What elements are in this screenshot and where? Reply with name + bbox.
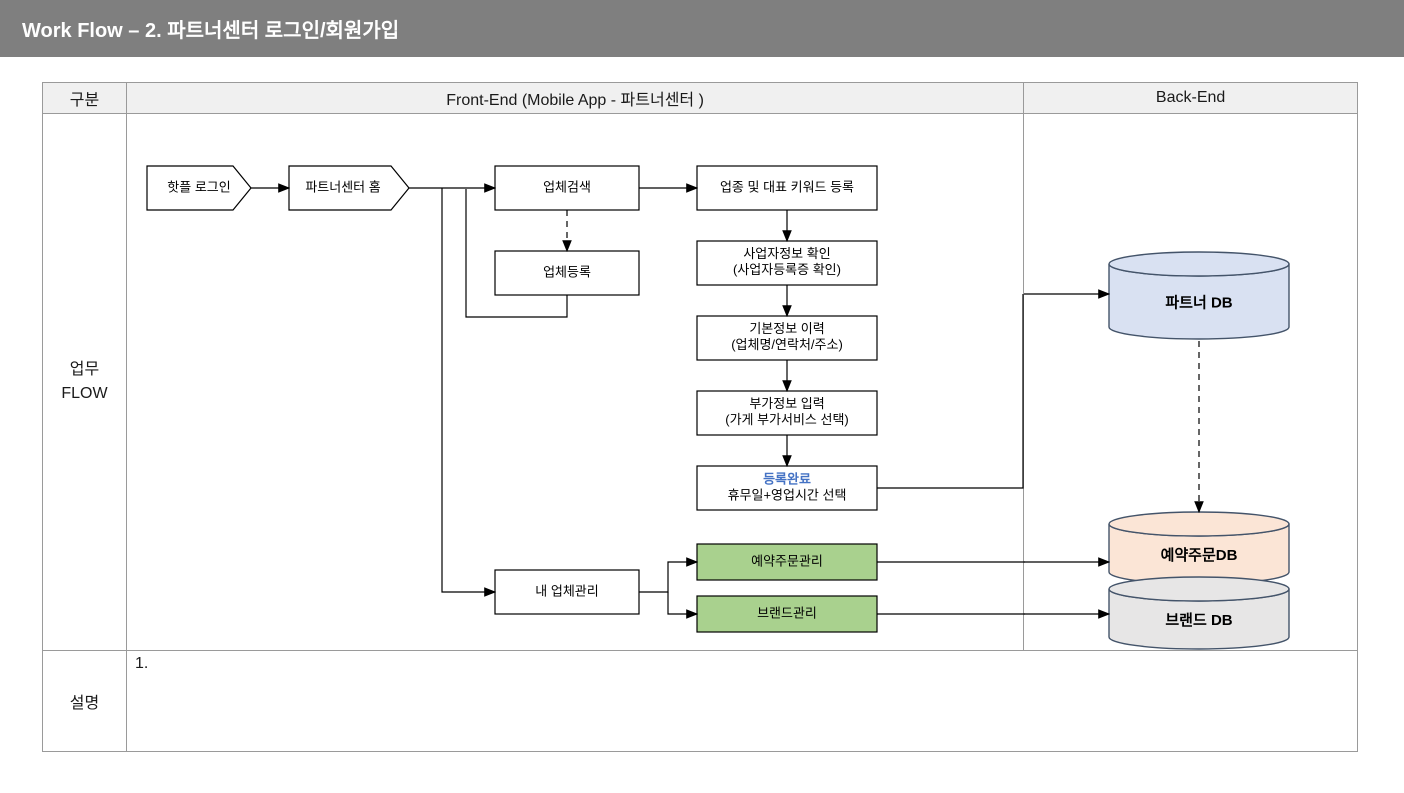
page-title: Work Flow – 2. 파트너센터 로그인/회원가입 (0, 0, 1404, 57)
svg-text:업체검색: 업체검색 (543, 179, 591, 194)
front-end-diagram-cell: 핫플 로그인 파트너센터 홈 업체검색업체등록 업종 및 대표 키워드 등록사업자정보… (126, 114, 1023, 651)
svg-text:브랜드관리: 브랜드관리 (757, 605, 817, 620)
desc-row-label: 설명 (43, 651, 127, 752)
svg-text:예약주문관리: 예약주문관리 (751, 553, 823, 568)
svg-text:업종 및 대표 키워드 등록: 업종 및 대표 키워드 등록 (720, 179, 854, 194)
svg-text:사업자정보 확인(사업자등록증 확인): 사업자정보 확인(사업자등록증 확인) (733, 246, 841, 277)
back-end-diagram: 파트너 DB 예약주문DB 브랜드 DB (1024, 114, 1357, 650)
svg-text:등록완료: 등록완료 (763, 471, 811, 486)
svg-text:파트너센터 홈: 파트너센터 홈 (305, 179, 380, 194)
table-header-row: 구분 Front-End (Mobile App - 파트너센터 ) Back-… (43, 83, 1358, 114)
front-end-diagram: 핫플 로그인 파트너센터 홈 업체검색업체등록 업종 및 대표 키워드 등록사업자정보… (127, 114, 1023, 650)
col-header-back: Back-End (1024, 83, 1358, 114)
svg-text:예약주문DB: 예약주문DB (1161, 546, 1238, 564)
svg-text:휴무일+영업시간 선택: 휴무일+영업시간 선택 (728, 487, 847, 502)
flow-label-text: 업무FLOW (43, 358, 126, 406)
flow-row: 업무FLOW 핫플 로그인 파트너센터 홈 업체검색업체등록 업종 및 대표 키워드 … (43, 114, 1358, 651)
back-end-diagram-cell: 파트너 DB 예약주문DB 브랜드 DB (1024, 114, 1358, 651)
svg-text:파트너 DB: 파트너 DB (1166, 294, 1233, 311)
svg-text:브랜드 DB: 브랜드 DB (1166, 612, 1233, 629)
desc-text: 1. (126, 651, 1357, 752)
desc-row: 설명 1. (43, 651, 1358, 752)
svg-text:업체등록: 업체등록 (543, 264, 591, 279)
col-header-gubun: 구분 (43, 83, 127, 114)
svg-text:핫플 로그인: 핫플 로그인 (167, 179, 230, 194)
workflow-table: 구분 Front-End (Mobile App - 파트너센터 ) Back-… (42, 82, 1358, 752)
svg-text:내 업체관리: 내 업체관리 (535, 583, 598, 598)
flow-row-label: 업무FLOW (43, 114, 127, 651)
col-header-front: Front-End (Mobile App - 파트너센터 ) (126, 83, 1023, 114)
